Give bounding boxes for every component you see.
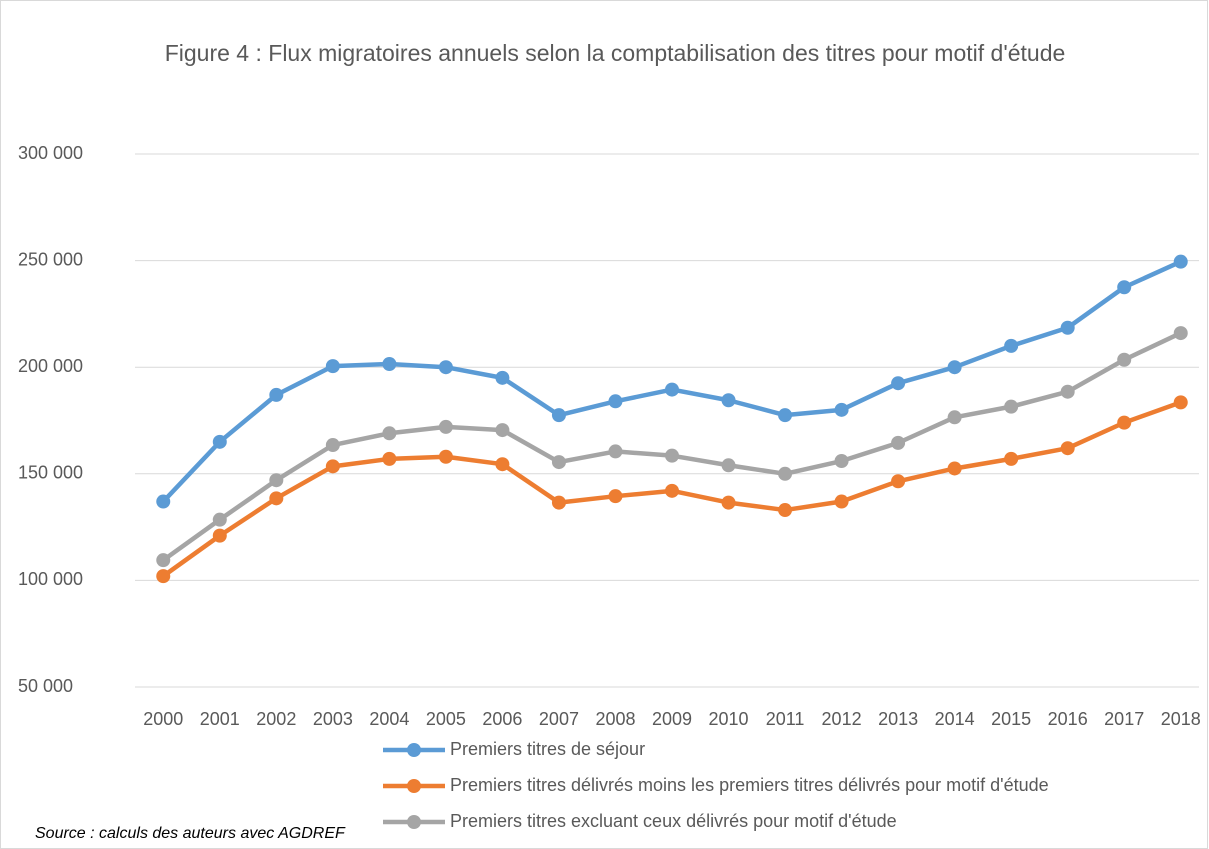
y-tick-label: 200 000 [18, 356, 83, 376]
x-tick-label: 2018 [1161, 709, 1201, 729]
data-point [495, 423, 510, 438]
data-point [325, 438, 340, 453]
data-point [1004, 338, 1019, 353]
data-point [382, 426, 397, 441]
data-point [269, 387, 284, 402]
y-tick-label: 100 000 [18, 569, 83, 589]
x-tick-label: 2015 [991, 709, 1031, 729]
data-point [269, 491, 284, 506]
data-point [891, 376, 906, 391]
data-point [156, 494, 171, 509]
x-tick-label: 2014 [935, 709, 975, 729]
data-point [212, 528, 227, 543]
x-tick-label: 2003 [313, 709, 353, 729]
x-tick-label: 2002 [256, 709, 296, 729]
data-point [551, 408, 566, 423]
data-point [1004, 399, 1019, 414]
data-point [778, 503, 793, 518]
data-point [834, 454, 849, 469]
x-tick-label: 2000 [143, 709, 183, 729]
x-tick-label: 2013 [878, 709, 918, 729]
x-tick-label: 2005 [426, 709, 466, 729]
data-point [665, 448, 679, 463]
data-point [156, 553, 171, 568]
data-point [608, 444, 623, 459]
data-point [438, 360, 453, 375]
data-point [1060, 384, 1075, 399]
source-note: Source : calculs des auteurs avec AGDREF [35, 825, 346, 842]
y-tick-label: 150 000 [18, 463, 83, 483]
data-point [1173, 326, 1188, 341]
x-tick-label: 2017 [1104, 709, 1144, 729]
data-point [947, 461, 962, 476]
x-tick-label: 2011 [766, 709, 805, 729]
data-point [1173, 395, 1188, 410]
data-point [721, 458, 736, 473]
data-point [778, 408, 793, 423]
data-point [269, 473, 284, 488]
data-point [1173, 254, 1188, 269]
data-point [608, 489, 623, 504]
data-point [947, 360, 962, 375]
legend-marker [407, 779, 421, 793]
data-point [834, 402, 849, 417]
legend-label: Premiers titres de séjour [450, 739, 645, 759]
data-point [1117, 280, 1132, 295]
data-point [495, 370, 510, 385]
data-point [891, 435, 906, 450]
data-point [325, 459, 340, 474]
x-tick-label: 2009 [652, 709, 692, 729]
data-point [212, 512, 227, 527]
x-tick-label: 2006 [482, 709, 522, 729]
data-point [156, 569, 171, 584]
data-point [834, 494, 849, 509]
x-tick-label: 2016 [1048, 709, 1088, 729]
data-point [1004, 451, 1019, 466]
data-point [438, 449, 453, 464]
data-point [665, 483, 679, 498]
y-tick-label: 250 000 [18, 249, 83, 269]
data-point [947, 410, 962, 425]
data-point [891, 474, 906, 489]
data-point [665, 382, 679, 397]
series-line [161, 259, 1182, 504]
data-point [325, 359, 340, 374]
data-point [1060, 441, 1075, 456]
x-tick-label: 2008 [595, 709, 635, 729]
x-tick-label: 2007 [539, 709, 579, 729]
x-tick-label: 2010 [709, 709, 749, 729]
data-point [495, 457, 510, 472]
legend-label: Premiers titres excluant ceux délivrés p… [450, 811, 897, 831]
chart-title: Figure 4 : Flux migratoires annuels selo… [164, 40, 1066, 66]
data-point [438, 419, 453, 434]
data-point [721, 393, 736, 408]
data-point [551, 455, 566, 470]
data-point [1117, 352, 1132, 367]
y-tick-label: 300 000 [18, 143, 83, 163]
data-point [212, 434, 227, 449]
data-point [721, 495, 736, 510]
x-tick-label: 2001 [200, 709, 240, 729]
data-point [778, 466, 793, 481]
x-tick-label: 2012 [822, 709, 862, 729]
legend-marker [407, 743, 421, 757]
data-point [382, 451, 397, 466]
data-point [608, 394, 623, 409]
data-point [551, 495, 566, 510]
data-point [382, 357, 397, 372]
x-tick-label: 2004 [369, 709, 409, 729]
data-point [1060, 320, 1075, 335]
legend-label: Premiers titres délivrés moins les premi… [450, 775, 1049, 795]
data-point [1117, 415, 1132, 430]
y-tick-label: 50 000 [18, 676, 73, 696]
legend-marker [407, 815, 421, 829]
